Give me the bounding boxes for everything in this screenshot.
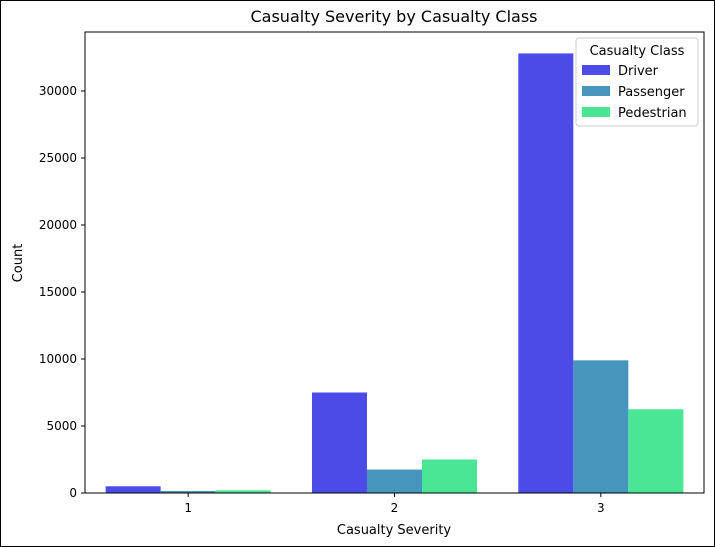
x-tick-label: 2 bbox=[391, 501, 399, 515]
bar-passenger-2 bbox=[366, 469, 423, 493]
y-tick-label: 0 bbox=[69, 486, 77, 500]
x-tick-label: 1 bbox=[184, 501, 192, 515]
legend-swatch-pedestrian bbox=[582, 107, 610, 117]
bar-pedestrian-3 bbox=[628, 409, 684, 493]
bar-passenger-3 bbox=[573, 360, 629, 493]
legend-label-pedestrian: Pedestrian bbox=[618, 106, 687, 121]
y-axis-label: Count bbox=[11, 244, 26, 283]
legend-label-passenger: Passenger bbox=[618, 85, 685, 100]
legend-title: Casualty Class bbox=[590, 44, 685, 59]
legend-swatch-passenger bbox=[582, 86, 610, 96]
legend-swatch-driver bbox=[582, 65, 610, 75]
legend-label-driver: Driver bbox=[618, 64, 659, 79]
legend: Casualty Class Driver Passenger Pedestrian bbox=[575, 37, 699, 127]
y-tick-label: 20000 bbox=[39, 218, 77, 232]
bar-driver-3 bbox=[518, 53, 574, 493]
plot-area: 0 5000 10000 15000 20000 25000 30000 1 2 3 bbox=[39, 31, 705, 515]
y-tick-label: 15000 bbox=[39, 285, 77, 299]
bar-driver-2 bbox=[311, 392, 367, 493]
x-tick-label: 3 bbox=[597, 501, 605, 515]
y-tick-label: 25000 bbox=[39, 151, 77, 165]
x-axis-label: Casualty Severity bbox=[337, 523, 452, 538]
y-tick-label: 10000 bbox=[39, 352, 77, 366]
y-tick-label: 30000 bbox=[39, 84, 77, 98]
bar-driver-1 bbox=[105, 486, 161, 493]
y-tick-label: 5000 bbox=[46, 419, 77, 433]
bar-pedestrian-1 bbox=[215, 490, 271, 493]
bar-pedestrian-2 bbox=[422, 459, 478, 493]
legend-box bbox=[575, 37, 699, 127]
bar-passenger-1 bbox=[160, 490, 216, 493]
chart-title: Casualty Severity by Casualty Class bbox=[250, 7, 537, 26]
